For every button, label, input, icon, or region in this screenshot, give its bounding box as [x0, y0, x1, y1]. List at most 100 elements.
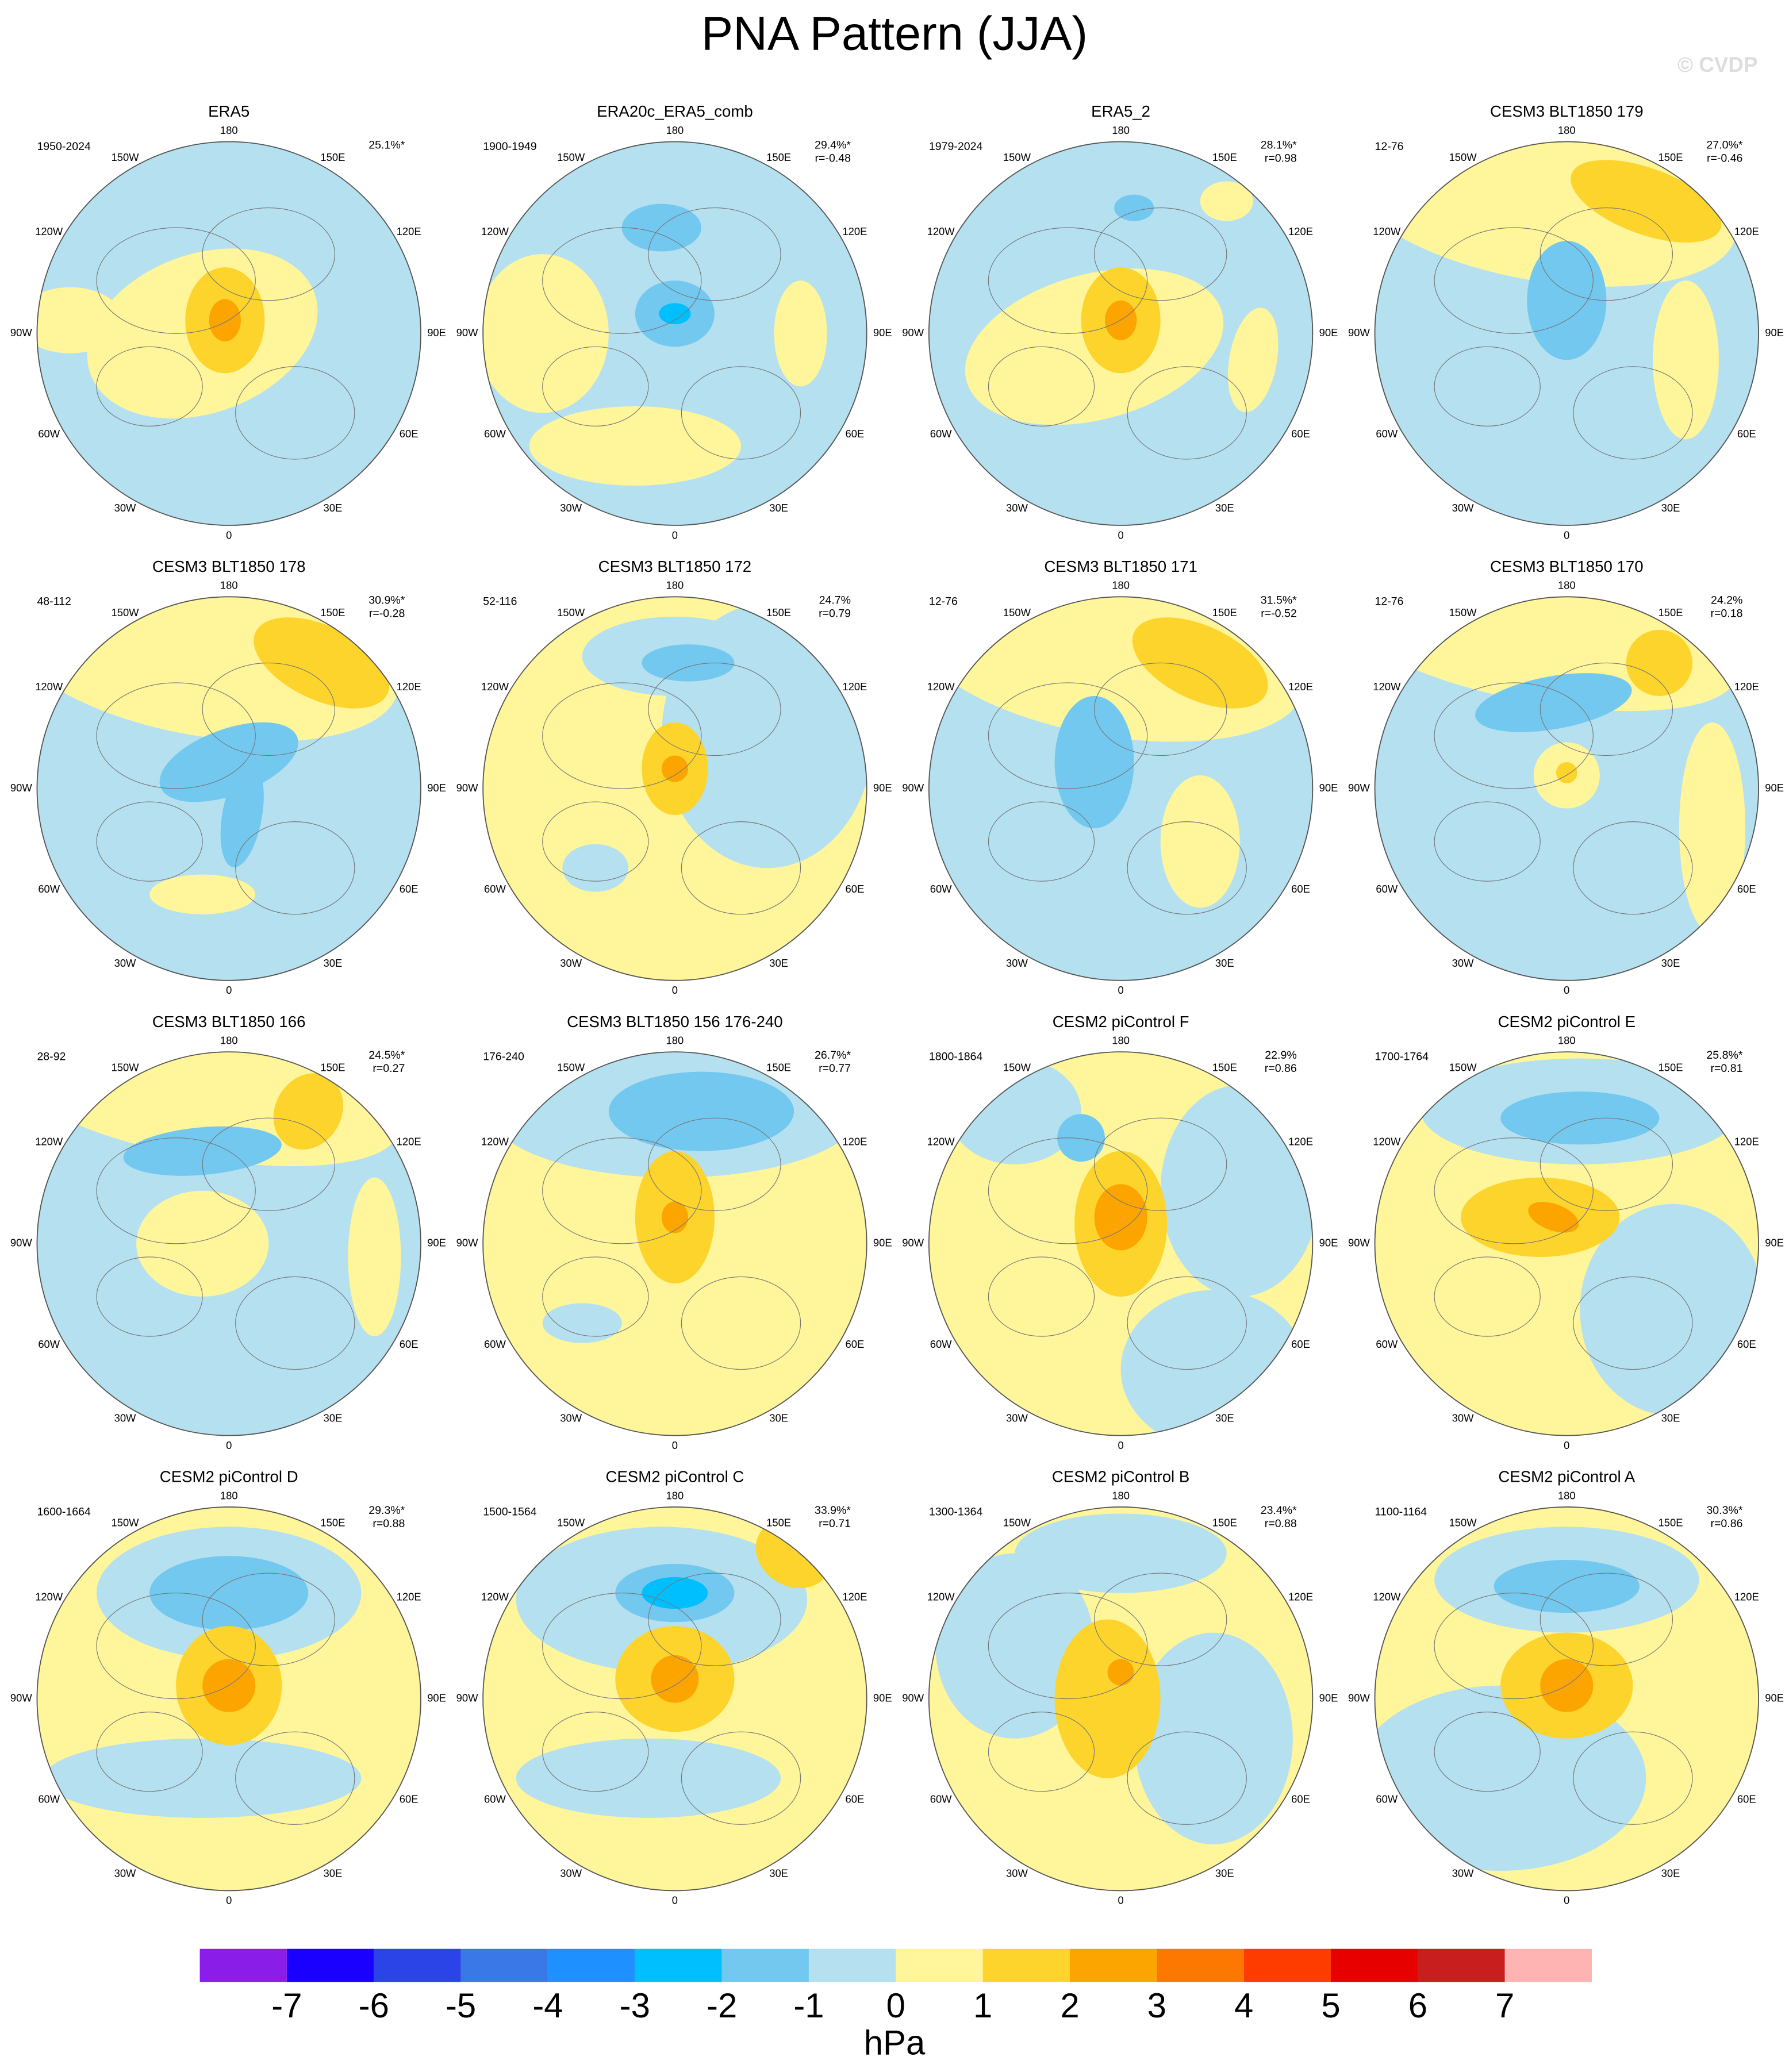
panel-period: 52-116 — [483, 595, 517, 608]
anomaly-region — [608, 1071, 794, 1151]
panel-title: CESM2 piControl F — [1053, 1013, 1189, 1031]
longitude-label: 60E — [1737, 1338, 1756, 1350]
longitude-label: 60W — [38, 1338, 60, 1350]
longitude-label: 120W — [481, 225, 509, 237]
anomaly-region — [774, 280, 827, 387]
anomaly-region — [1094, 1184, 1147, 1251]
longitude-label: 60W — [484, 1338, 506, 1350]
panel-variance: 24.7% — [819, 594, 851, 606]
panel-correlation: r=0.88 — [373, 1517, 405, 1530]
panel-period: 28-92 — [37, 1051, 66, 1063]
colorbar-box — [199, 1948, 287, 1982]
longitude-label: 60W — [484, 1793, 506, 1805]
longitude-label: 60W — [1376, 883, 1398, 895]
colorbar-box — [374, 1948, 461, 1982]
panel-period: 1950-2024 — [37, 140, 91, 153]
colorbar-label: 1 — [973, 1986, 992, 2025]
map-field — [1375, 141, 1737, 460]
anomaly-region — [159, 722, 298, 802]
longitude-label: 120E — [842, 1136, 867, 1148]
coastline — [202, 207, 335, 301]
anomaly-region — [642, 1577, 708, 1609]
coastline — [681, 1731, 801, 1825]
panel-title: CESM3 BLT1850 172 — [598, 558, 752, 575]
coastline — [96, 1592, 256, 1700]
map-panel: ERA5_2 1979-2024 28.1%*r=0.98 180 150E 120E 90… — [902, 102, 1338, 541]
colorbar-box — [1331, 1948, 1418, 1982]
longitude-label: 150W — [111, 606, 139, 618]
coastline — [988, 346, 1095, 426]
panel-title: CESM2 piControl D — [160, 1468, 298, 1486]
longitude-label: 90E — [1765, 782, 1784, 794]
longitude-label: 90W — [10, 782, 32, 794]
panel-variance: 30.9%* — [368, 594, 405, 606]
coastline — [648, 1117, 781, 1211]
panel-period: 1900-1949 — [483, 140, 536, 153]
anomaly-region — [483, 254, 609, 413]
coastline — [1573, 1276, 1693, 1370]
anomaly-region — [220, 763, 264, 867]
coastline — [235, 1276, 355, 1370]
longitude-label: 120E — [397, 681, 421, 693]
anomaly-region — [1494, 1560, 1640, 1613]
panel-title: CESM3 BLT1850 171 — [1044, 558, 1197, 575]
colorbar-box — [1504, 1948, 1592, 1982]
anomaly-region — [661, 755, 688, 782]
longitude-label: 30E — [324, 502, 343, 514]
anomaly-region — [562, 844, 629, 892]
panel-correlation: r=-0.46 — [1707, 152, 1743, 165]
longitude-label: 120W — [927, 1590, 955, 1602]
colorbar-label: 6 — [1408, 1986, 1427, 2025]
longitude-label: 180 — [666, 1489, 684, 1501]
map-outline — [1374, 141, 1759, 526]
panel-period: 12-76 — [929, 595, 958, 608]
longitude-label: 30E — [1215, 1867, 1234, 1879]
longitude-label: 120E — [842, 681, 867, 693]
colorbar-label: 2 — [1060, 1986, 1079, 2025]
panel-period: 1979-2024 — [929, 140, 983, 153]
panel-correlation: r=0.18 — [1710, 607, 1742, 620]
longitude-label: 30W — [1452, 1867, 1474, 1879]
panel-period: 176-240 — [483, 1051, 524, 1063]
map-outline — [928, 141, 1314, 526]
coastline — [1540, 207, 1673, 301]
longitude-label: 0 — [672, 984, 678, 996]
colorbar-box — [460, 1948, 548, 1982]
coastline — [988, 1256, 1095, 1337]
colorbar-label: -7 — [271, 1986, 302, 2025]
anomaly-region — [37, 287, 124, 353]
anomaly-region — [1528, 1202, 1579, 1233]
panel-variance: 31.5%* — [1261, 594, 1297, 606]
coastline — [1434, 1592, 1594, 1700]
colorbar-label: 7 — [1495, 1986, 1514, 2025]
map-outline — [482, 141, 867, 526]
anomaly-region — [1626, 629, 1692, 696]
longitude-label: 150E — [320, 1517, 345, 1529]
coastline — [96, 1712, 203, 1792]
longitude-label: 150W — [1003, 151, 1031, 163]
longitude-label: 90W — [456, 1692, 478, 1704]
coastline — [542, 1256, 649, 1337]
longitude-label: 30W — [1006, 957, 1028, 969]
longitude-label: 0 — [226, 1894, 232, 1906]
longitude-label: 150W — [557, 1062, 585, 1074]
colorbar-unit: hPa — [864, 2024, 926, 2062]
longitude-label: 30E — [1215, 957, 1234, 969]
longitude-label: 150E — [1658, 1517, 1683, 1529]
coastline — [96, 1137, 256, 1244]
panel-title: CESM3 BLT1850 179 — [1490, 102, 1644, 120]
longitude-label: 60E — [1291, 883, 1310, 895]
coastline — [542, 682, 702, 789]
coastline — [1540, 1117, 1673, 1211]
longitude-label: 90E — [873, 1692, 892, 1704]
coastline — [1093, 662, 1227, 756]
longitude-label: 150E — [1212, 1062, 1237, 1074]
longitude-label: 30E — [324, 1867, 343, 1879]
longitude-label: 30W — [560, 1867, 582, 1879]
longitude-label: 90W — [456, 782, 478, 794]
longitude-label: 180 — [1112, 579, 1130, 591]
longitude-label: 150E — [1212, 151, 1237, 163]
coastline — [1434, 346, 1541, 426]
longitude-label: 0 — [672, 1439, 678, 1451]
longitude-label: 30W — [114, 957, 136, 969]
